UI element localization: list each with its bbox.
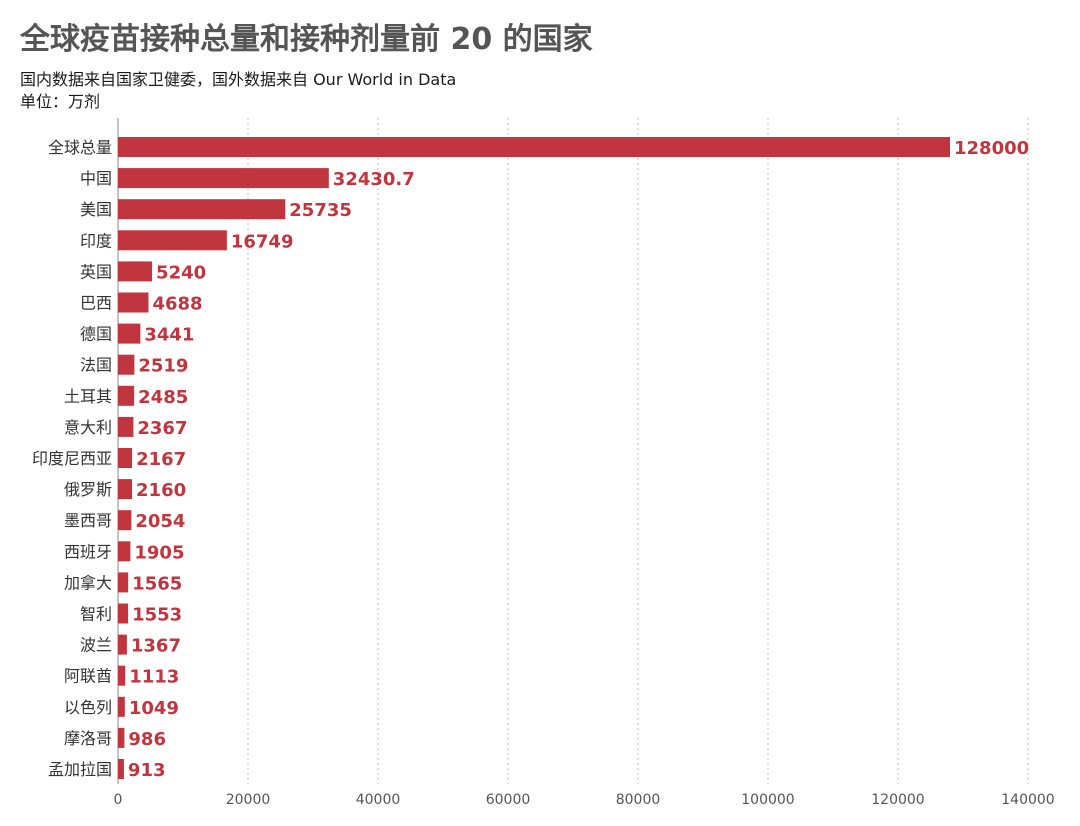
value-label: 986 (128, 729, 166, 750)
category-label: 中国 (80, 169, 112, 188)
value-label: 2167 (136, 449, 186, 470)
bar (118, 137, 950, 157)
category-label: 印度尼西亚 (32, 449, 112, 468)
category-label: 摩洛哥 (64, 729, 112, 748)
value-label: 32430.7 (333, 169, 415, 190)
x-tick-label: 100000 (741, 792, 794, 808)
value-label: 2160 (136, 480, 186, 501)
bar (118, 168, 329, 189)
category-label: 阿联酋 (64, 667, 112, 686)
chart-title: 全球疫苗接种总量和接种剂量前 20 的国家 (20, 22, 593, 57)
bar (118, 199, 286, 220)
x-tick-label: 140000 (1001, 792, 1054, 808)
value-label: 128000 (954, 138, 1029, 159)
value-label: 25735 (289, 200, 352, 221)
value-label: 16749 (231, 231, 294, 252)
bar (118, 354, 135, 375)
category-label: 德国 (80, 325, 112, 344)
bar (118, 572, 129, 593)
category-label: 孟加拉国 (48, 760, 112, 779)
chart-subtitle: 国内数据来自国家卫健委，国外数据来自 Our World in Data (20, 70, 457, 89)
bar-layer (118, 137, 950, 779)
category-label: 巴西 (80, 294, 112, 313)
category-label: 墨西哥 (64, 511, 112, 530)
category-label: 全球总量 (48, 138, 112, 157)
x-tick-label: 120000 (871, 792, 924, 808)
value-label: 2485 (138, 387, 188, 408)
value-label: 2367 (137, 418, 187, 439)
bar (118, 510, 132, 531)
value-label: 2054 (135, 511, 185, 532)
bar (118, 479, 133, 500)
bar (118, 759, 124, 779)
value-label: 1049 (129, 698, 179, 719)
x-tick-label: 80000 (616, 792, 661, 808)
category-label: 英国 (80, 262, 112, 281)
value-label: 1565 (132, 573, 182, 594)
bar (118, 696, 125, 717)
category-label: 美国 (80, 200, 112, 219)
category-label: 土耳其 (64, 387, 112, 406)
x-tick-label: 20000 (226, 792, 271, 808)
category-label: 以色列 (64, 698, 112, 717)
category-label: 西班牙 (64, 542, 112, 561)
bar (118, 448, 133, 468)
category-label: 波兰 (80, 636, 112, 655)
category-label: 加拿大 (64, 573, 112, 592)
category-label: 俄罗斯 (64, 480, 112, 499)
value-label: 4688 (152, 294, 202, 315)
bar (118, 634, 127, 655)
value-label: 1113 (129, 667, 179, 688)
value-label: 1553 (132, 605, 182, 626)
bar (118, 261, 153, 282)
bar (118, 603, 129, 624)
value-label: 3441 (144, 325, 194, 346)
category-label: 法国 (80, 356, 112, 375)
bar (118, 541, 131, 562)
bar (118, 292, 149, 313)
bar (118, 230, 227, 251)
x-tick-label: 0 (114, 792, 123, 808)
label-layer: 全球总量 128000 中国 32430.7 美国 25735 印度 16749 英国 5240 巴… (32, 138, 1029, 781)
category-label: 智利 (80, 605, 112, 624)
bar (118, 416, 134, 437)
value-label: 1905 (134, 542, 184, 563)
bar (118, 665, 126, 686)
value-label: 913 (128, 760, 166, 781)
category-label: 印度 (80, 231, 112, 250)
value-label: 1367 (131, 636, 181, 657)
bar (118, 323, 141, 344)
x-tick-label: 40000 (356, 792, 401, 808)
x-tick-label: 60000 (486, 792, 531, 808)
value-label: 2519 (138, 356, 188, 377)
bar (118, 727, 125, 748)
value-label: 5240 (156, 262, 206, 283)
bar (118, 385, 135, 406)
tick-layer: 0 20000 40000 60000 80000 100000 120000 140000 (114, 792, 1055, 808)
category-label: 意大利 (64, 418, 112, 437)
chart-unit: 单位：万剂 (20, 92, 101, 111)
